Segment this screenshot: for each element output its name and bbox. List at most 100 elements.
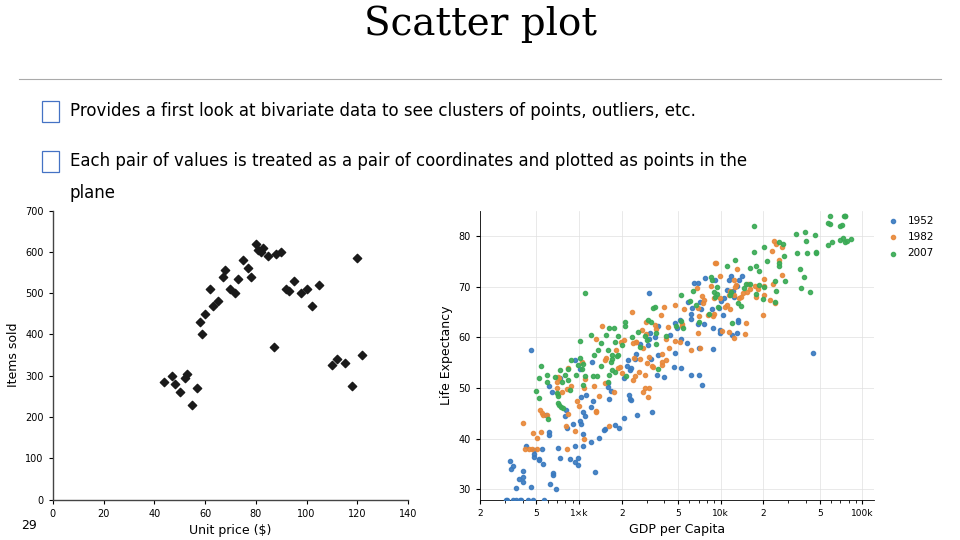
1952 (579, 390, 594, 399)
1952 (531, 456, 546, 465)
1952 (712, 328, 728, 337)
2007 (704, 273, 719, 281)
1982 (694, 292, 709, 300)
1952 (651, 351, 666, 360)
2007 (611, 332, 626, 340)
2007 (674, 291, 689, 299)
1952 (683, 314, 698, 323)
1982 (661, 344, 677, 353)
2007 (722, 291, 737, 299)
1982 (706, 312, 721, 321)
1982 (675, 321, 690, 330)
1952 (691, 343, 707, 352)
1982 (560, 385, 575, 394)
1982 (722, 305, 737, 313)
2007 (639, 335, 655, 344)
2007 (584, 330, 599, 339)
1952 (600, 383, 615, 391)
2007 (533, 362, 548, 370)
1982 (751, 285, 766, 294)
1952 (620, 362, 636, 371)
1982 (708, 259, 723, 267)
2007 (707, 287, 722, 296)
1982 (743, 284, 758, 293)
1952 (557, 411, 572, 420)
Point (218, 266, 233, 275)
1952 (666, 362, 682, 371)
1952 (541, 381, 557, 390)
1982 (567, 427, 583, 435)
1952 (516, 472, 531, 481)
2007 (659, 331, 674, 340)
2007 (648, 328, 663, 337)
1982 (769, 240, 784, 249)
2007 (797, 228, 812, 237)
2007 (719, 262, 734, 271)
1982 (748, 293, 763, 301)
2007 (668, 322, 684, 330)
1982 (550, 373, 565, 381)
Point (198, 309, 213, 318)
Point (311, 281, 326, 289)
Point (210, 297, 226, 306)
2007 (561, 365, 576, 374)
FancyBboxPatch shape (42, 100, 59, 122)
1952 (679, 339, 694, 348)
2007 (607, 338, 622, 347)
1982 (738, 318, 754, 327)
1952 (726, 287, 741, 296)
2007 (532, 393, 547, 402)
1952 (624, 396, 639, 404)
1982 (606, 387, 621, 396)
Y-axis label: Items sold: Items sold (7, 323, 20, 387)
1952 (622, 365, 637, 374)
1982 (637, 384, 653, 393)
1952 (712, 326, 728, 334)
1982 (587, 381, 602, 390)
1952 (545, 468, 561, 477)
1952 (503, 464, 518, 473)
1982 (775, 271, 790, 279)
Point (230, 274, 246, 283)
2007 (730, 299, 745, 308)
1982 (674, 319, 689, 328)
1952 (697, 319, 712, 328)
2007 (529, 387, 544, 395)
1982 (588, 408, 603, 417)
1952 (535, 459, 550, 468)
2007 (822, 220, 837, 228)
1952 (692, 370, 708, 379)
2007 (825, 237, 840, 246)
1952 (498, 495, 514, 504)
1952 (560, 424, 575, 433)
1952 (716, 310, 732, 319)
2007 (790, 249, 805, 258)
2007 (593, 339, 609, 348)
Point (240, 264, 255, 273)
2007 (618, 372, 634, 381)
1952 (731, 318, 746, 327)
1982 (636, 388, 651, 396)
1952 (506, 495, 521, 504)
1952 (607, 421, 622, 429)
1982 (540, 411, 555, 420)
2007 (604, 366, 619, 375)
Point (190, 384, 205, 393)
Point (156, 377, 172, 386)
1952 (548, 484, 564, 493)
1952 (650, 371, 665, 380)
2007 (605, 354, 620, 363)
1952 (692, 298, 708, 306)
1952 (563, 455, 578, 463)
2007 (743, 280, 758, 288)
1952 (541, 430, 557, 439)
1982 (534, 428, 549, 436)
2007 (733, 302, 749, 310)
2007 (607, 324, 622, 333)
2007 (605, 351, 620, 360)
2007 (532, 374, 547, 382)
1952 (539, 411, 554, 420)
1982 (634, 326, 649, 334)
Point (192, 318, 207, 326)
2007 (832, 235, 848, 244)
